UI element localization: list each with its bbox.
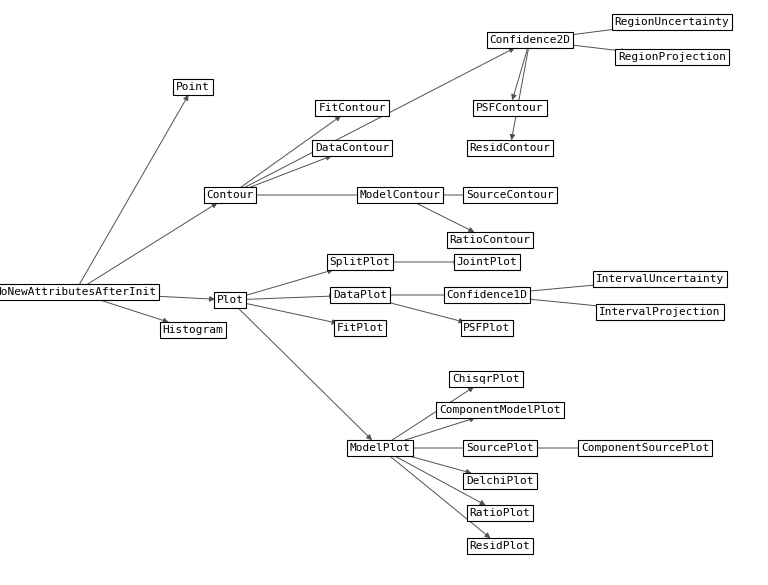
Text: IntervalUncertainty: IntervalUncertainty <box>596 274 724 284</box>
Text: IntervalProjection: IntervalProjection <box>599 307 720 317</box>
Text: DataContour: DataContour <box>315 143 389 153</box>
Text: ModelPlot: ModelPlot <box>349 443 410 453</box>
Text: Confidence2D: Confidence2D <box>489 35 571 45</box>
Text: SourcePlot: SourcePlot <box>466 443 534 453</box>
Text: ComponentModelPlot: ComponentModelPlot <box>439 405 561 415</box>
Text: Confidence1D: Confidence1D <box>446 290 528 300</box>
Text: SourceContour: SourceContour <box>466 190 554 200</box>
Text: ModelContour: ModelContour <box>359 190 441 200</box>
Text: SplitPlot: SplitPlot <box>329 257 390 267</box>
Text: ChisqrPlot: ChisqrPlot <box>452 374 520 384</box>
Text: Contour: Contour <box>207 190 253 200</box>
Text: FitPlot: FitPlot <box>336 323 384 333</box>
Text: FitContour: FitContour <box>318 103 386 113</box>
Text: ComponentSourcePlot: ComponentSourcePlot <box>581 443 709 453</box>
Text: PSFPlot: PSFPlot <box>463 323 511 333</box>
Text: RatioContour: RatioContour <box>449 235 531 245</box>
Text: JointPlot: JointPlot <box>457 257 518 267</box>
Text: Histogram: Histogram <box>163 325 223 335</box>
Text: NoNewAttributesAfterInit: NoNewAttributesAfterInit <box>0 287 156 297</box>
Text: RegionProjection: RegionProjection <box>618 52 726 62</box>
Text: Point: Point <box>176 82 210 92</box>
Text: RegionUncertainty: RegionUncertainty <box>614 17 730 27</box>
Text: DataPlot: DataPlot <box>333 290 387 300</box>
Text: DelchiPlot: DelchiPlot <box>466 476 534 486</box>
Text: ResidPlot: ResidPlot <box>469 541 531 551</box>
Text: RatioPlot: RatioPlot <box>469 508 531 518</box>
Text: PSFContour: PSFContour <box>476 103 544 113</box>
Text: Plot: Plot <box>217 295 243 305</box>
Text: ResidContour: ResidContour <box>469 143 551 153</box>
